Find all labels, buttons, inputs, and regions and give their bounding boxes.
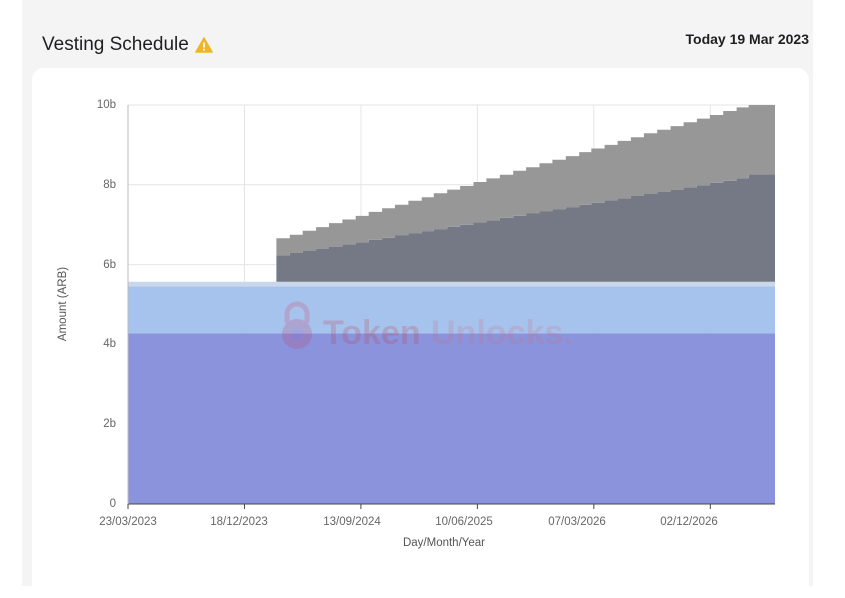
y-tick-label: 10b — [97, 99, 116, 111]
y-tick-label: 4b — [103, 338, 116, 350]
x-tick-label: 23/03/2023 — [99, 516, 157, 528]
series-areas — [128, 105, 775, 504]
series-area — [276, 174, 775, 282]
page-margin-bottom — [0, 586, 845, 598]
series-area — [128, 333, 775, 504]
watermark-light-text: Unlocks. — [431, 314, 573, 352]
watermark-bold-text: Token — [323, 314, 421, 352]
y-tick-label: 6b — [103, 259, 116, 271]
today-date: Today 19 Mar 2023 — [685, 31, 809, 47]
page-margin-left — [0, 0, 22, 598]
tokenunlocks-watermark: Token Unlocks. — [282, 301, 573, 352]
y-tick-label: 0 — [110, 498, 116, 510]
x-tick-label: 07/03/2026 — [548, 516, 606, 528]
title-text: Vesting Schedule — [42, 34, 189, 55]
x-tick-label: 10/06/2025 — [435, 516, 493, 528]
vesting-chart: Token Unlocks. 10b 8b 6b 4b 2b 0 23/03/2… — [57, 99, 775, 549]
x-axis-ticks: 23/03/2023 18/12/2023 13/09/2024 10/06/2… — [99, 516, 718, 528]
x-axis-title: Day/Month/Year — [403, 537, 485, 549]
x-tick-label: 02/12/2026 — [660, 516, 718, 528]
chart-header: Vesting Schedule Today 19 Mar 2023 — [22, 22, 813, 68]
x-tick-label: 18/12/2023 — [210, 516, 268, 528]
chart-axes — [127, 105, 775, 509]
chart-card: Token Unlocks. 10b 8b 6b 4b 2b 0 23/03/2… — [32, 68, 809, 586]
lock-icon — [282, 301, 312, 349]
y-axis-ticks: 10b 8b 6b 4b 2b 0 — [97, 99, 116, 510]
series-area — [276, 105, 775, 256]
warning-icon[interactable] — [195, 37, 213, 53]
page-title: Vesting Schedule — [42, 34, 213, 56]
y-tick-label: 8b — [103, 179, 116, 191]
y-axis-title: Amount (ARB) — [57, 267, 69, 341]
page-margin-right — [813, 0, 845, 598]
series-area — [128, 281, 775, 287]
series-area — [128, 286, 775, 334]
y-tick-label: 2b — [103, 418, 116, 430]
x-tick-label: 13/09/2024 — [323, 516, 381, 528]
